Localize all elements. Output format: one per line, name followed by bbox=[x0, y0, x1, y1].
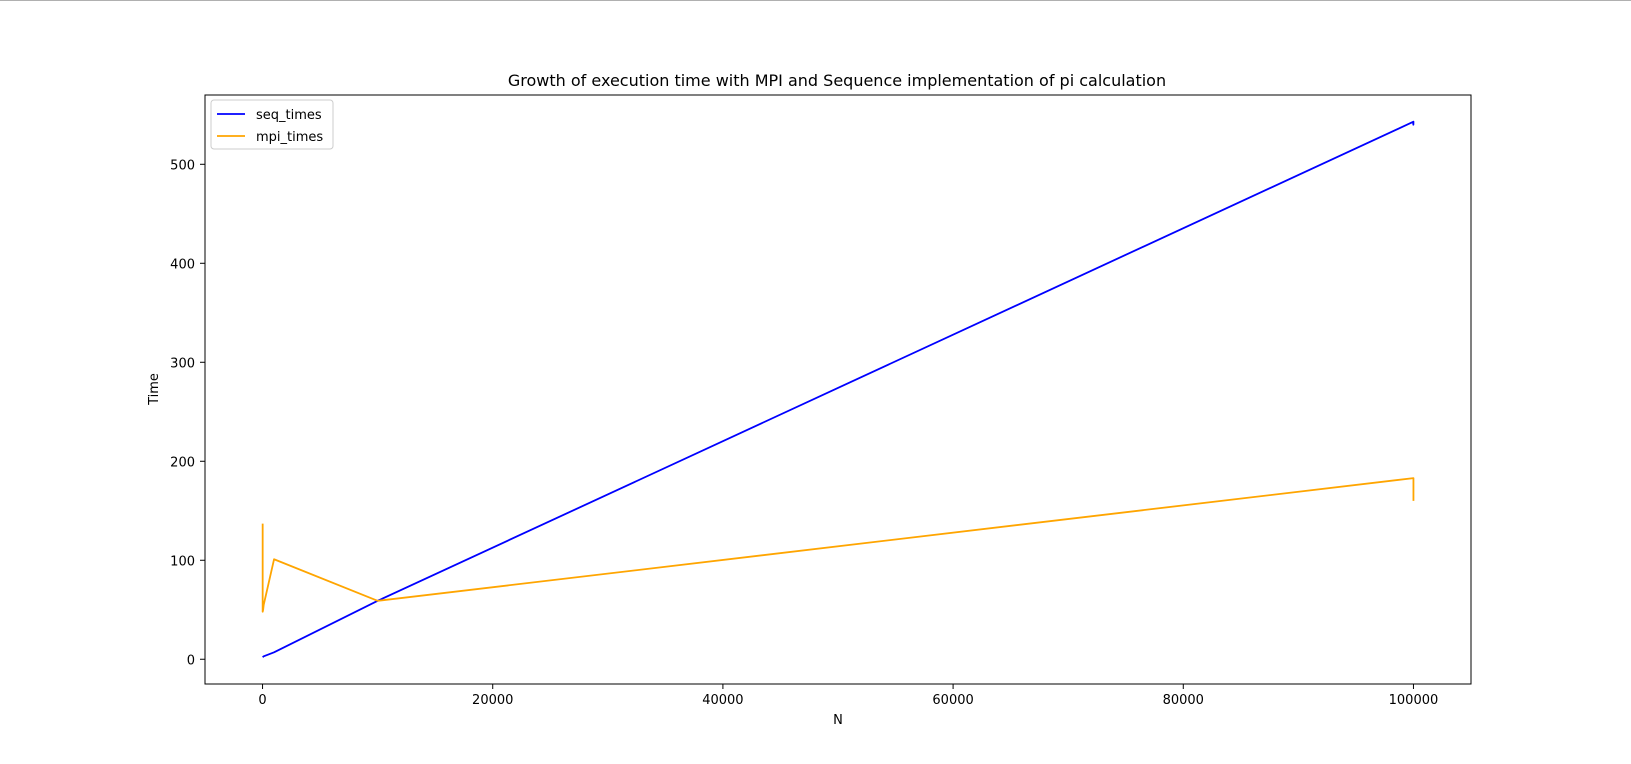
y-axis: 0 100 200 300 400 500 bbox=[170, 158, 205, 668]
y-tick-label: 300 bbox=[170, 356, 195, 371]
y-axis-label: Time bbox=[147, 373, 162, 406]
plot-area bbox=[204, 94, 1472, 685]
plot-frame bbox=[204, 94, 1472, 685]
x-tick-label: 60000 bbox=[932, 693, 973, 708]
chart-title: Growth of execution time with MPI and Se… bbox=[508, 71, 1166, 90]
y-tick-label: 400 bbox=[170, 257, 195, 272]
y-tick-label: 200 bbox=[170, 455, 195, 470]
x-tick-label: 20000 bbox=[472, 693, 513, 708]
x-tick-label: 40000 bbox=[702, 693, 743, 708]
window-top-border bbox=[0, 0, 1631, 1]
legend-label-mpi_times: mpi_times bbox=[256, 130, 323, 145]
legend: seq_times mpi_times bbox=[210, 99, 334, 150]
y-tick-label: 0 bbox=[187, 653, 195, 668]
x-axis: 0 20000 40000 60000 80000 100000 bbox=[258, 684, 1438, 708]
x-tick-label: 0 bbox=[258, 693, 266, 708]
series-line-mpi_times bbox=[261, 477, 1415, 613]
x-tick-label: 80000 bbox=[1163, 693, 1204, 708]
legend-label-seq_times: seq_times bbox=[256, 108, 322, 123]
y-tick-label: 500 bbox=[170, 158, 195, 173]
x-tick-label: 100000 bbox=[1389, 693, 1439, 708]
x-axis-label: N bbox=[833, 713, 843, 728]
y-tick-label: 100 bbox=[170, 554, 195, 569]
series-line-seq_times bbox=[262, 120, 1415, 658]
